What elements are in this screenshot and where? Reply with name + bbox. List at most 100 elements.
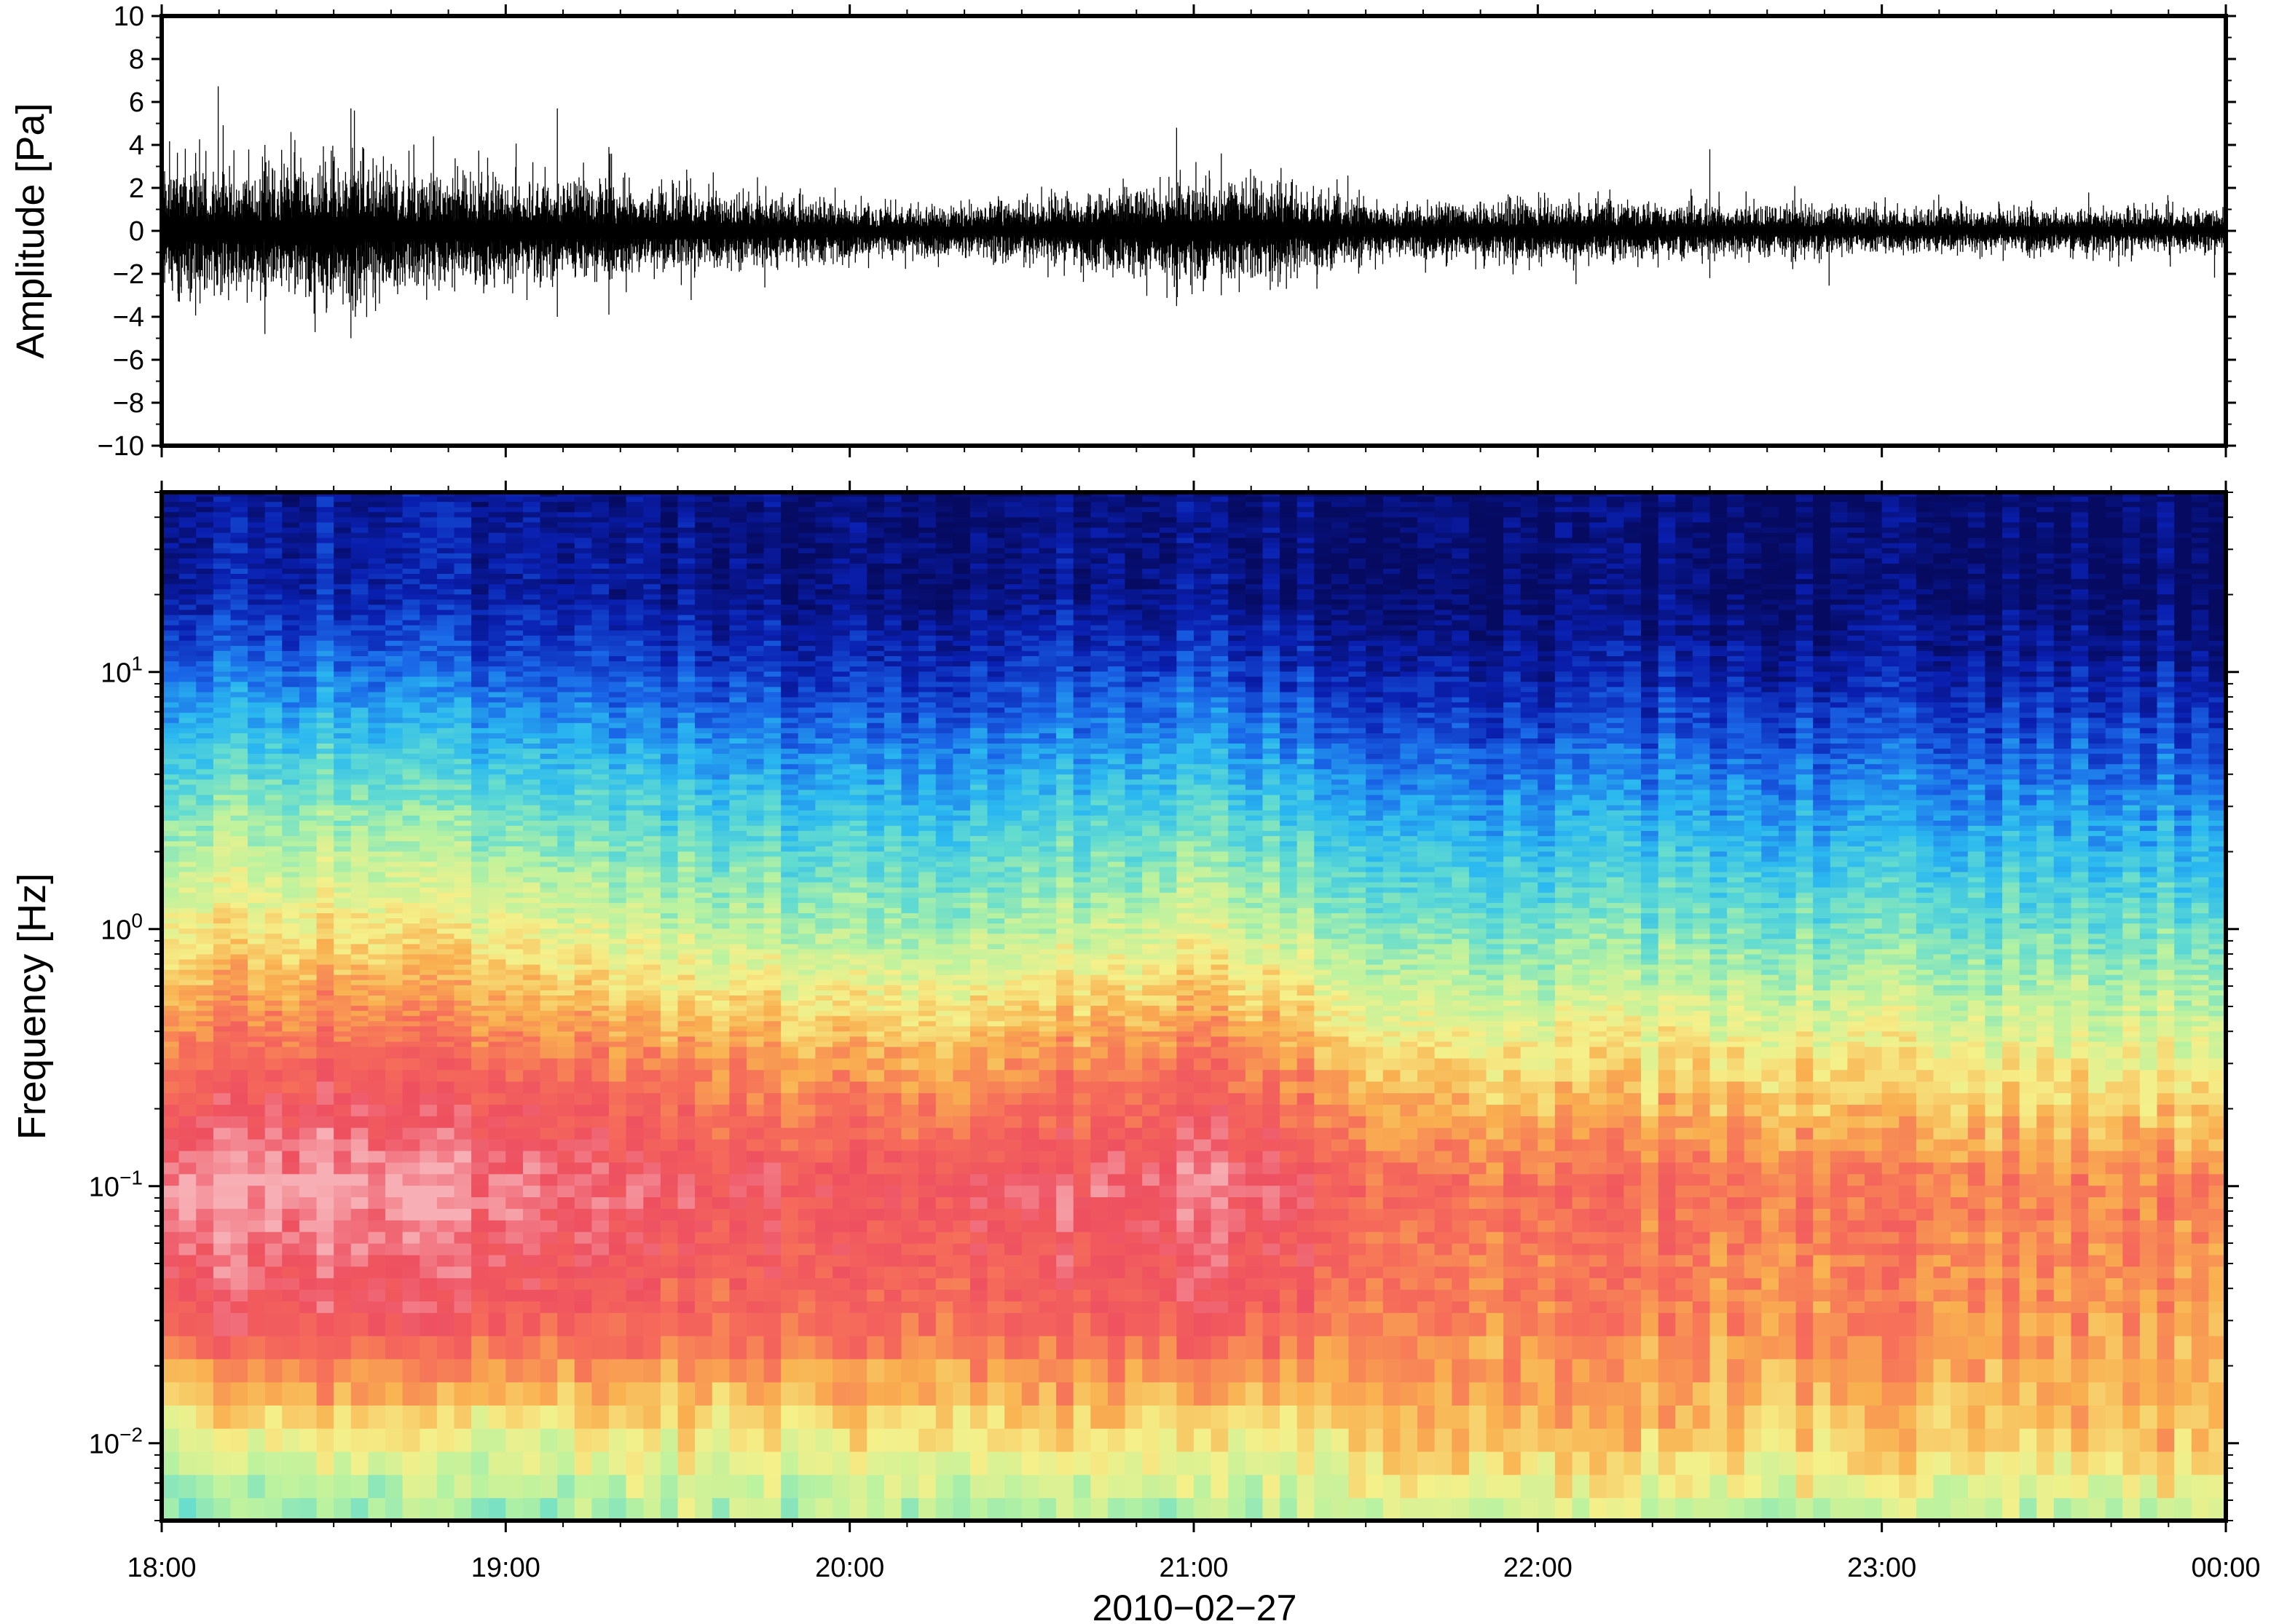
spectrogram-cell (747, 815, 765, 821)
spectrogram-cell (523, 773, 541, 780)
spectrogram-cell (540, 1277, 558, 1290)
spectrogram-cell (591, 532, 610, 538)
spectrogram-cell (488, 1197, 507, 1209)
spectrogram-cell (368, 516, 386, 523)
spectrogram-cell (643, 568, 661, 574)
spectrogram-cell (402, 1254, 420, 1267)
spectrogram-cell (316, 521, 334, 528)
spectrogram-cell (213, 1289, 232, 1301)
spectrogram-cell (471, 1104, 489, 1116)
spectrogram-cell (523, 923, 541, 929)
spectrogram-cell (248, 521, 266, 528)
spectrogram-cell (695, 655, 713, 662)
spectrogram-cell (712, 928, 731, 934)
spectrogram-cell (557, 701, 575, 708)
spectrogram-cell (488, 629, 507, 636)
spectrogram-cell (350, 748, 369, 754)
spectrogram-cell (178, 1185, 197, 1197)
spectrogram-cell (436, 1358, 455, 1383)
spectrogram-cell (402, 1138, 420, 1151)
spectrogram-cell (471, 810, 489, 816)
spectrogram-cell (712, 768, 731, 775)
spectrogram-cell (747, 1057, 765, 1071)
spectrogram-cell (316, 1266, 334, 1279)
spectrogram-cell (591, 738, 610, 744)
spectrogram-cell (264, 712, 283, 718)
spectrogram-cell (420, 661, 438, 667)
spectrogram-cell (505, 825, 524, 831)
spectrogram-cell (557, 830, 575, 837)
spectrogram-cell (264, 845, 283, 852)
spectrogram-cell (626, 532, 644, 538)
spectrogram-cell (299, 728, 318, 733)
spectrogram-cell (213, 871, 232, 878)
spectrogram-cell (609, 1474, 627, 1499)
spectrogram-cell (626, 866, 644, 872)
spectrogram-cell (178, 1150, 197, 1163)
spectrogram-cell (402, 1277, 420, 1290)
spectrogram-cell (196, 938, 214, 945)
spectrogram-cell (695, 1116, 713, 1128)
spectrogram-cell (162, 1208, 180, 1221)
spectrogram-cell (626, 568, 644, 574)
spectrogram-cell (299, 733, 318, 738)
spectrogram-cell (540, 918, 558, 924)
spectrogram-cell (488, 1057, 507, 1071)
spectrogram-cell (505, 733, 524, 738)
spectrogram-cell (505, 1015, 524, 1022)
spectrogram-cell (540, 907, 558, 913)
spectrogram-cell (282, 799, 300, 805)
spectrogram-cell (574, 1451, 593, 1475)
spectrogram-cell (540, 558, 558, 564)
spectrogram-cell (368, 547, 386, 553)
spectrogram-cell (677, 655, 696, 662)
spectrogram-cell (248, 588, 266, 595)
spectrogram-cell (162, 537, 180, 543)
spectrogram-cell (660, 1451, 679, 1475)
spectrogram-cell (557, 918, 575, 924)
spectrogram-cell (591, 547, 610, 553)
spectrogram-cell (299, 1312, 318, 1336)
spectrogram-cell (660, 1289, 679, 1301)
spectrogram-cell (488, 686, 507, 693)
spectrogram-cell (196, 640, 214, 646)
spectrogram-cell (609, 532, 627, 538)
spectrogram-cell (213, 706, 232, 713)
spectrogram-cell (282, 779, 300, 785)
spectrogram-cell (454, 799, 472, 805)
spectrogram-cell (282, 496, 300, 502)
spectrogram-cell (609, 728, 627, 733)
spectrogram-cell (282, 1289, 300, 1301)
spectrogram-cell (609, 851, 627, 857)
spectrogram-cell (574, 1010, 593, 1017)
spectrogram-cell (213, 1266, 232, 1279)
spectrogram-cell (213, 1451, 232, 1475)
spectrogram-cell (695, 1046, 713, 1059)
spectrogram-cell (677, 958, 696, 965)
spectrogram-cell (316, 804, 334, 811)
spectrogram-cell (196, 789, 214, 795)
spectrogram-cell (299, 779, 318, 785)
spectrogram-cell (350, 1036, 369, 1042)
waveform-y-tick-label: −6 (113, 345, 144, 376)
spectrogram-cell (196, 763, 214, 770)
spectrogram-cell (402, 835, 420, 842)
spectrogram-cell (264, 881, 283, 888)
spectrogram-cell (505, 573, 524, 580)
spectrogram-cell (420, 1208, 438, 1221)
spectrogram-cell (213, 820, 232, 826)
spectrogram-cell (677, 542, 696, 548)
spectrogram-cell (591, 1197, 610, 1209)
spectrogram-cell (316, 871, 334, 878)
spectrogram-cell (488, 1405, 507, 1429)
spectrogram-cell (574, 722, 593, 728)
spectrogram-cell (282, 743, 300, 749)
spectrogram-cell (368, 1427, 386, 1452)
spectrogram-cell (695, 496, 713, 502)
spectrogram-cell (557, 958, 575, 965)
spectrogram-cell (540, 686, 558, 693)
spectrogram-cell (368, 681, 386, 687)
spectrogram-cell (488, 553, 507, 559)
spectrogram-cell (695, 902, 713, 908)
spectrogram-cell (488, 696, 507, 703)
